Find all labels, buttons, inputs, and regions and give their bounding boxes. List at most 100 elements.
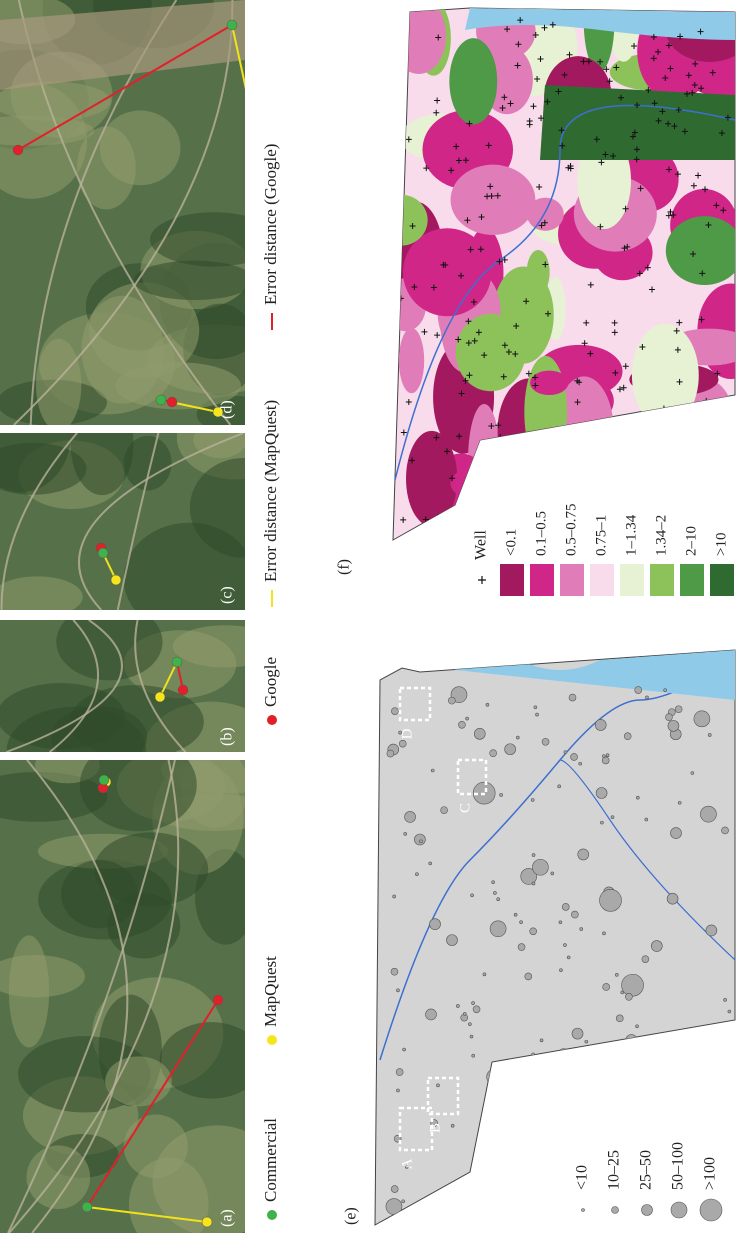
- google-point: [167, 397, 177, 407]
- well-mark: [646, 521, 652, 527]
- well-circle: [403, 1048, 406, 1051]
- well-circle: [600, 821, 603, 824]
- well-circle: [497, 898, 500, 901]
- well-circle: [466, 717, 469, 720]
- well-circle: [635, 687, 642, 694]
- well-circle: [396, 989, 399, 992]
- commercial-point: [82, 1202, 92, 1212]
- class-swatch: [680, 564, 704, 596]
- well-circle: [525, 973, 532, 980]
- well-mark: [469, 498, 475, 504]
- well-circle: [559, 921, 562, 924]
- well-circle: [532, 854, 535, 857]
- well-circle: [559, 969, 562, 972]
- error-line-google: [257, 485, 260, 490]
- well-circle: [532, 859, 548, 875]
- well-circle: [645, 696, 648, 699]
- surface-zone: [449, 38, 497, 124]
- well-circle: [678, 801, 681, 804]
- mapquest-point: [280, 263, 290, 273]
- surface-zone: [667, 417, 737, 479]
- well-circle: [569, 694, 576, 701]
- well-mark: [521, 487, 527, 493]
- well-circle: [624, 733, 631, 740]
- well-circle: [391, 708, 398, 715]
- well-circle: [692, 1063, 699, 1070]
- well-mark: [686, 507, 692, 513]
- google-point: [213, 995, 223, 1005]
- well-circle: [493, 891, 496, 894]
- well-mark: [458, 509, 464, 515]
- well-circle: [681, 1113, 688, 1120]
- well-mark: [693, 518, 699, 524]
- well-circle: [622, 1041, 629, 1048]
- well-circle: [451, 1124, 454, 1127]
- field: [193, 421, 247, 458]
- well-mark: [723, 440, 729, 446]
- well-mark: [553, 505, 559, 511]
- well-circle: [497, 1136, 504, 1143]
- well-circle: [563, 944, 566, 947]
- well-circle: [615, 973, 618, 976]
- well-circle: [396, 1089, 399, 1092]
- panel-label: (a): [219, 1209, 236, 1227]
- well-mark: [591, 468, 597, 474]
- box-label: C: [457, 803, 473, 813]
- well-circle: [651, 941, 662, 952]
- legend-label: Error distance (MapQuest): [261, 400, 280, 582]
- well-circle: [670, 828, 681, 839]
- well-circle: [708, 733, 711, 736]
- class-label: <0.1: [503, 529, 519, 556]
- well-circle: [673, 1066, 689, 1082]
- well-circle: [391, 968, 398, 975]
- well-mark: [716, 422, 722, 428]
- well-circle: [645, 818, 648, 821]
- well-mark: [636, 436, 642, 442]
- well-mark: [546, 500, 552, 506]
- well-circle: [700, 806, 716, 822]
- legend-label: Error distance (Google): [261, 144, 280, 305]
- well-circle: [534, 706, 537, 709]
- surface-zone: [374, 195, 428, 246]
- well-circle: [468, 1023, 471, 1026]
- well-circle: [415, 873, 418, 876]
- well-mark: [721, 430, 727, 436]
- commercial-point: [98, 548, 108, 558]
- well-mark: [651, 433, 657, 439]
- well-circle: [558, 785, 561, 788]
- size-legend-label: 10–25: [606, 1150, 623, 1190]
- well-mark: [676, 471, 682, 477]
- well-circle: [694, 711, 710, 727]
- mapquest-point: [111, 575, 121, 585]
- commercial-point: [172, 657, 182, 667]
- well-circle: [386, 1199, 402, 1215]
- well-mark: [554, 452, 560, 458]
- legend-google-dot: [267, 715, 277, 725]
- well-circle: [472, 1054, 475, 1057]
- well-mark: [714, 446, 720, 452]
- well-circle: [505, 744, 516, 755]
- well-circle: [463, 1012, 466, 1015]
- class-label: 0.1–0.5: [533, 511, 549, 556]
- photo: [0, 0, 290, 433]
- well-circle: [441, 807, 448, 814]
- well-circle: [489, 1084, 492, 1087]
- well-circle: [715, 1087, 722, 1094]
- well-circle: [436, 1084, 439, 1087]
- size-legend-label: <10: [574, 1165, 591, 1190]
- well-circle: [532, 882, 535, 885]
- class-swatch: [590, 564, 614, 596]
- box-label: B: [427, 1123, 443, 1133]
- class-label: 1.34–2: [653, 515, 669, 556]
- well-mark: [482, 490, 488, 496]
- field: [80, 738, 197, 831]
- well-mark: [602, 451, 608, 457]
- class-label: >10: [713, 533, 729, 556]
- well-circle: [405, 811, 416, 822]
- well-circle: [530, 928, 537, 935]
- well-circle: [514, 913, 517, 916]
- surface-zone: [451, 165, 536, 235]
- size-legend-circle: [642, 1205, 653, 1216]
- well-circle: [600, 889, 622, 911]
- well-mark: [610, 454, 616, 460]
